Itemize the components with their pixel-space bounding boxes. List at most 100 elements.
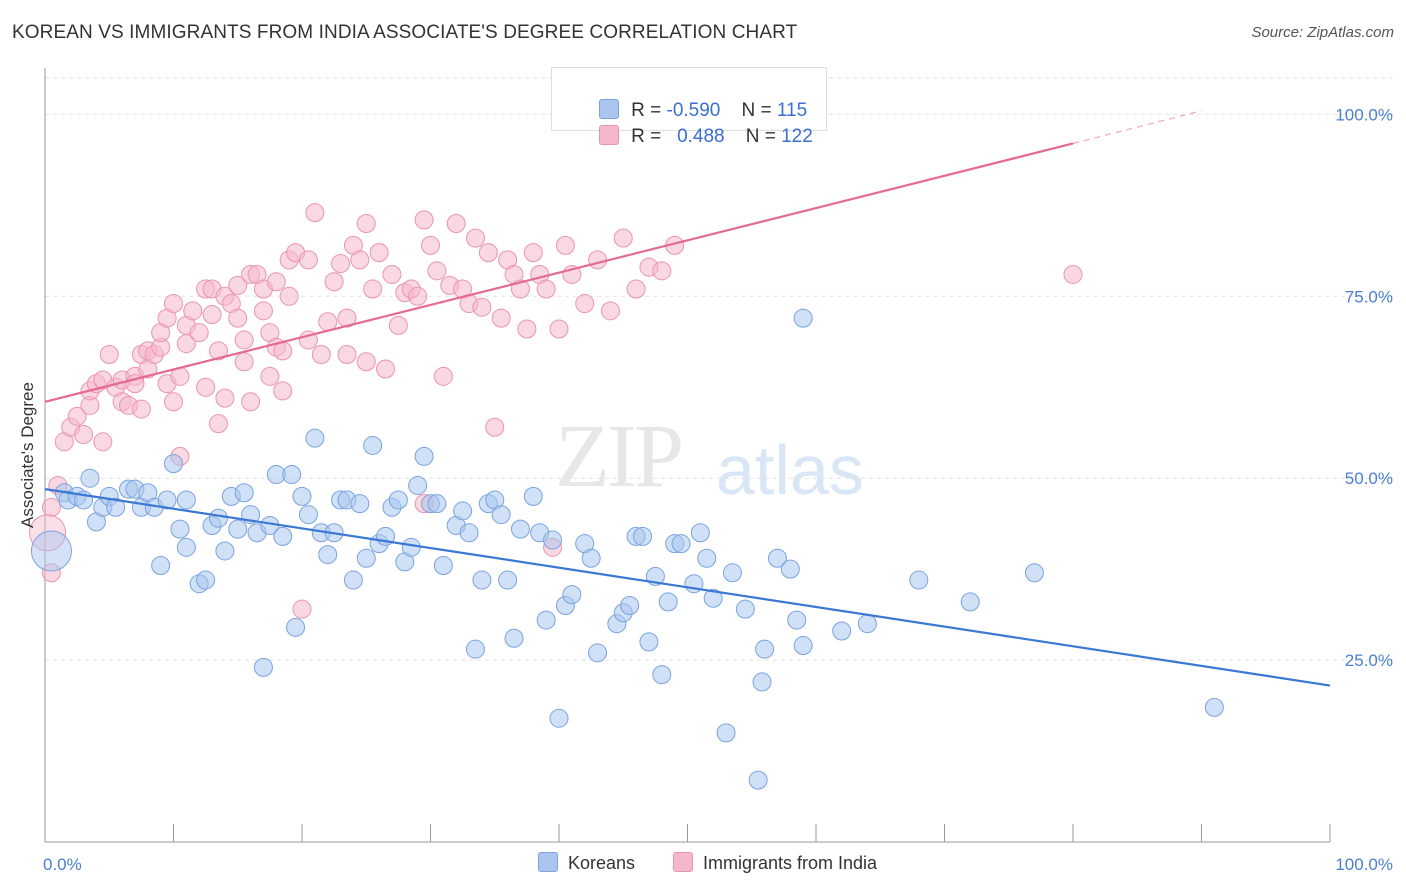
koreans-point bbox=[543, 530, 563, 550]
series-india-points bbox=[29, 203, 1083, 619]
india-point bbox=[478, 243, 498, 263]
y-tick-label: 25.0% bbox=[1345, 651, 1393, 670]
koreans-point-large bbox=[30, 530, 72, 572]
koreans-point bbox=[504, 628, 524, 648]
india-point bbox=[549, 319, 569, 339]
india-point bbox=[433, 366, 453, 386]
koreans-point bbox=[793, 636, 813, 656]
koreans-point bbox=[767, 548, 787, 568]
india-point bbox=[273, 381, 293, 401]
series-koreans-points bbox=[30, 308, 1224, 790]
india-point bbox=[164, 294, 183, 314]
india-point bbox=[208, 414, 228, 434]
india-point bbox=[266, 272, 286, 292]
koreans-point bbox=[735, 599, 755, 619]
india-point bbox=[215, 388, 235, 408]
koreans-point bbox=[388, 490, 408, 510]
trend-lines bbox=[44, 110, 1331, 687]
koreans-point bbox=[748, 770, 768, 790]
x-tick-label: 100.0% bbox=[1335, 855, 1393, 874]
koreans-point bbox=[298, 505, 318, 525]
koreans-point bbox=[1024, 563, 1044, 583]
y-tick-label: 100.0% bbox=[1335, 105, 1393, 124]
india-point bbox=[164, 392, 183, 412]
india-point bbox=[536, 279, 556, 299]
tick-labels: 100.0% 75.0% 50.0% 25.0% 0.0% 100.0% bbox=[43, 105, 1393, 874]
india-point bbox=[408, 286, 428, 306]
india-point bbox=[279, 286, 299, 306]
y-tick-label: 75.0% bbox=[1345, 287, 1393, 306]
koreans-point bbox=[356, 548, 376, 568]
axes bbox=[44, 68, 1331, 843]
koreans-point bbox=[787, 610, 807, 630]
india-point bbox=[588, 250, 608, 270]
india-point bbox=[331, 254, 351, 274]
koreans-point bbox=[170, 519, 190, 539]
koreans-point bbox=[176, 490, 196, 510]
koreans-point bbox=[472, 570, 492, 590]
india-point bbox=[234, 352, 254, 372]
india-point bbox=[131, 399, 151, 419]
koreans-point bbox=[536, 610, 556, 630]
koreans-trend-line bbox=[44, 488, 1331, 687]
koreans-point bbox=[363, 435, 383, 455]
koreans-point bbox=[793, 308, 813, 328]
india-point bbox=[376, 359, 396, 379]
koreans-point bbox=[157, 490, 177, 510]
india-point bbox=[363, 279, 383, 299]
india-point bbox=[234, 330, 254, 350]
india-point bbox=[356, 214, 376, 234]
koreans-point bbox=[465, 639, 485, 659]
koreans-point bbox=[253, 657, 273, 677]
koreans-point bbox=[305, 428, 325, 448]
koreans-point bbox=[857, 614, 877, 634]
koreans-point bbox=[498, 570, 518, 590]
r-value-koreans: -0.590 bbox=[666, 100, 721, 121]
india-point bbox=[613, 228, 633, 248]
n-label: N = bbox=[745, 126, 782, 147]
koreans-point bbox=[909, 570, 929, 590]
india-point bbox=[414, 210, 434, 230]
india-point bbox=[626, 279, 646, 299]
india-legend-swatch bbox=[673, 852, 693, 872]
india-point bbox=[369, 243, 389, 263]
koreans-point bbox=[164, 454, 183, 474]
koreans-point bbox=[453, 501, 473, 521]
koreans-point bbox=[176, 537, 196, 557]
koreans-point bbox=[960, 592, 980, 612]
koreans-point bbox=[752, 672, 772, 692]
koreans-point bbox=[80, 468, 100, 488]
koreans-point bbox=[633, 526, 653, 546]
india-legend-label: Immigrants from India bbox=[703, 853, 878, 873]
india-point bbox=[575, 294, 595, 314]
koreans-point bbox=[703, 588, 723, 608]
koreans-legend-label: Koreans bbox=[568, 853, 636, 873]
x-tick-label: 0.0% bbox=[43, 855, 82, 874]
correlation-legend: R = -0.590 N = 115 R = 0.488 N = 122 bbox=[551, 67, 827, 147]
koreans-point bbox=[716, 723, 736, 743]
india-point bbox=[324, 272, 344, 292]
india-point bbox=[446, 214, 466, 234]
koreans-point bbox=[350, 494, 370, 514]
koreans-point bbox=[690, 523, 710, 543]
koreans-point bbox=[408, 475, 428, 495]
india-point bbox=[555, 235, 575, 255]
koreans-point bbox=[832, 621, 852, 641]
koreans-point bbox=[755, 639, 775, 659]
koreans-point bbox=[1204, 697, 1224, 717]
watermark-zip: ZIP bbox=[555, 407, 684, 506]
n-value-india: 122 bbox=[781, 126, 813, 147]
india-point bbox=[176, 334, 196, 354]
koreans-point bbox=[151, 556, 171, 576]
india-point bbox=[260, 366, 280, 386]
india-point bbox=[41, 497, 61, 517]
koreans-point bbox=[658, 592, 678, 612]
india-point bbox=[189, 323, 209, 343]
y-axis-title: Associate's Degree bbox=[18, 382, 37, 528]
india-point bbox=[337, 344, 357, 364]
chart-title: KOREAN VS IMMIGRANTS FROM INDIA ASSOCIAT… bbox=[12, 22, 798, 43]
koreans-point bbox=[273, 526, 293, 546]
koreans-point bbox=[282, 465, 302, 485]
india-point bbox=[472, 297, 492, 317]
india-point bbox=[196, 377, 216, 397]
